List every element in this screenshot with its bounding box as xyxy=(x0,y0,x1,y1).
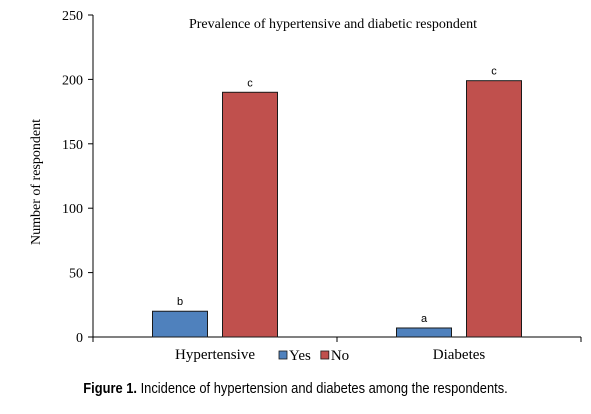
chart-title: Prevalence of hypertensive and diabetic … xyxy=(189,17,477,32)
figure-caption: Figure 1. Incidence of hypertension and … xyxy=(41,380,549,397)
y-tick-label: 50 xyxy=(69,267,83,282)
bar-data-label: c xyxy=(491,66,497,78)
y-tick-label: 100 xyxy=(62,202,83,217)
caption-text: Incidence of hypertension and diabetes a… xyxy=(136,380,508,397)
bar-data-label: c xyxy=(247,77,253,89)
bar-yes-diabetes xyxy=(396,327,452,338)
caption-label: Figure 1. xyxy=(83,380,137,397)
bar-data-label: b xyxy=(177,296,183,308)
y-tick-label: 150 xyxy=(62,138,83,153)
x-category-label: Hypertensive xyxy=(175,347,255,363)
legend-swatch-yes xyxy=(278,350,288,360)
legend-label-no: No xyxy=(331,348,349,364)
bar-chart: Prevalence of hypertensive and diabetic … xyxy=(29,9,582,364)
bar-no-diabetes xyxy=(466,80,522,338)
y-axis-label: Number of respondent xyxy=(29,119,44,245)
y-tick-label: 250 xyxy=(62,9,83,24)
bar-yes-hypertensive xyxy=(152,310,208,338)
y-tick-label: 0 xyxy=(76,331,83,346)
y-tick-label: 200 xyxy=(62,73,83,88)
bar-data-label: a xyxy=(421,313,428,325)
legend-label-yes: Yes xyxy=(289,348,311,364)
legend-swatch-no xyxy=(320,350,330,360)
bar-no-hypertensive xyxy=(222,91,278,338)
x-category-label: Diabetes xyxy=(433,347,486,363)
